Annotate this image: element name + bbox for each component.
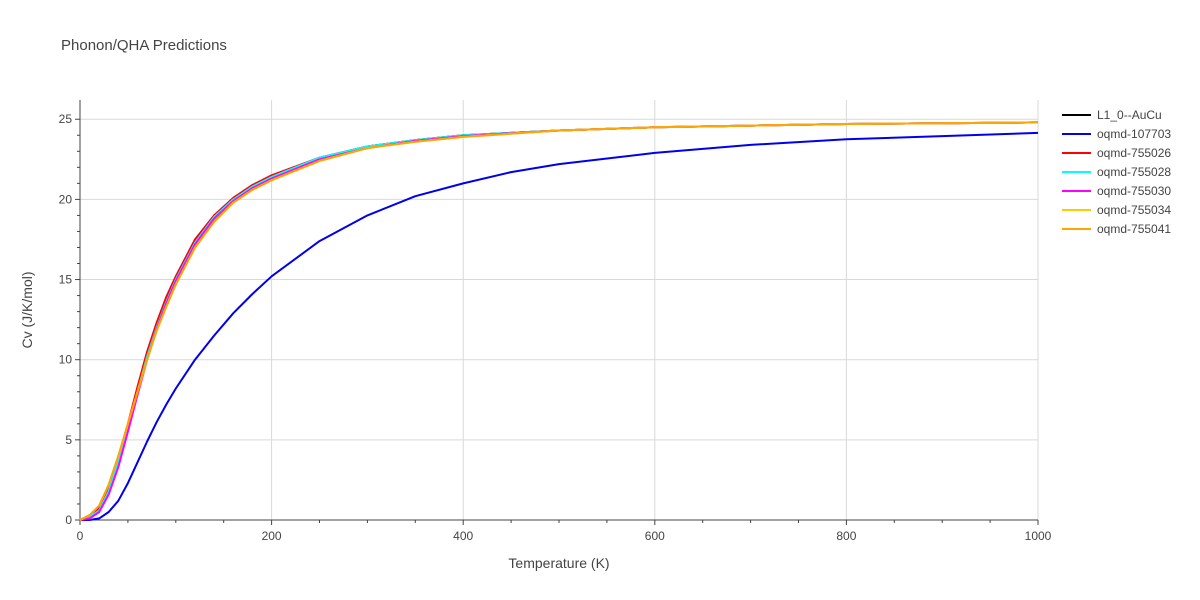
y-axis-title: Cv (J/K/mol)	[19, 272, 35, 349]
y-tick-labels: 0 5 10 15 20 25	[59, 112, 73, 527]
y-tick-label: 20	[59, 192, 73, 206]
x-tick-label: 400	[453, 529, 473, 543]
y-tick-label: 5	[65, 433, 72, 447]
x-tick-label: 200	[262, 529, 282, 543]
x-tick-label: 800	[836, 529, 856, 543]
axes	[75, 100, 1039, 525]
series-line	[79, 121, 1039, 521]
y-tick-label: 10	[59, 353, 73, 367]
legend-label: oqmd-755034	[1097, 203, 1171, 217]
legend-label: L1_0--AuCu	[1097, 108, 1162, 122]
series-line	[79, 121, 1039, 521]
legend-label: oqmd-755026	[1097, 146, 1171, 160]
series-line	[79, 121, 1039, 521]
y-tick-label: 25	[59, 112, 73, 126]
series-line	[79, 121, 1039, 521]
legend-label: oqmd-755041	[1097, 222, 1171, 236]
legend-label: oqmd-107703	[1097, 127, 1171, 141]
series-line	[79, 121, 1039, 521]
series-lines	[79, 121, 1039, 521]
x-tick-label: 600	[645, 529, 665, 543]
grid-lines	[80, 100, 1039, 520]
series-line	[79, 121, 1039, 521]
y-tick-label: 15	[59, 273, 73, 287]
legend-label: oqmd-755028	[1097, 165, 1171, 179]
legend: L1_0--AuCu oqmd-107703 oqmd-755026 oqmd-755…	[1062, 108, 1171, 236]
chart-title: Phonon/QHA Predictions	[61, 37, 227, 54]
x-tick-label: 1000	[1025, 529, 1052, 543]
series-line	[80, 131, 1039, 521]
x-tick-label: 0	[77, 529, 84, 543]
y-tick-label: 0	[65, 513, 72, 527]
x-axis-title: Temperature (K)	[508, 555, 609, 571]
legend-label: oqmd-755030	[1097, 184, 1171, 198]
x-tick-labels: 0 200 400 600 800 1000	[77, 529, 1052, 543]
